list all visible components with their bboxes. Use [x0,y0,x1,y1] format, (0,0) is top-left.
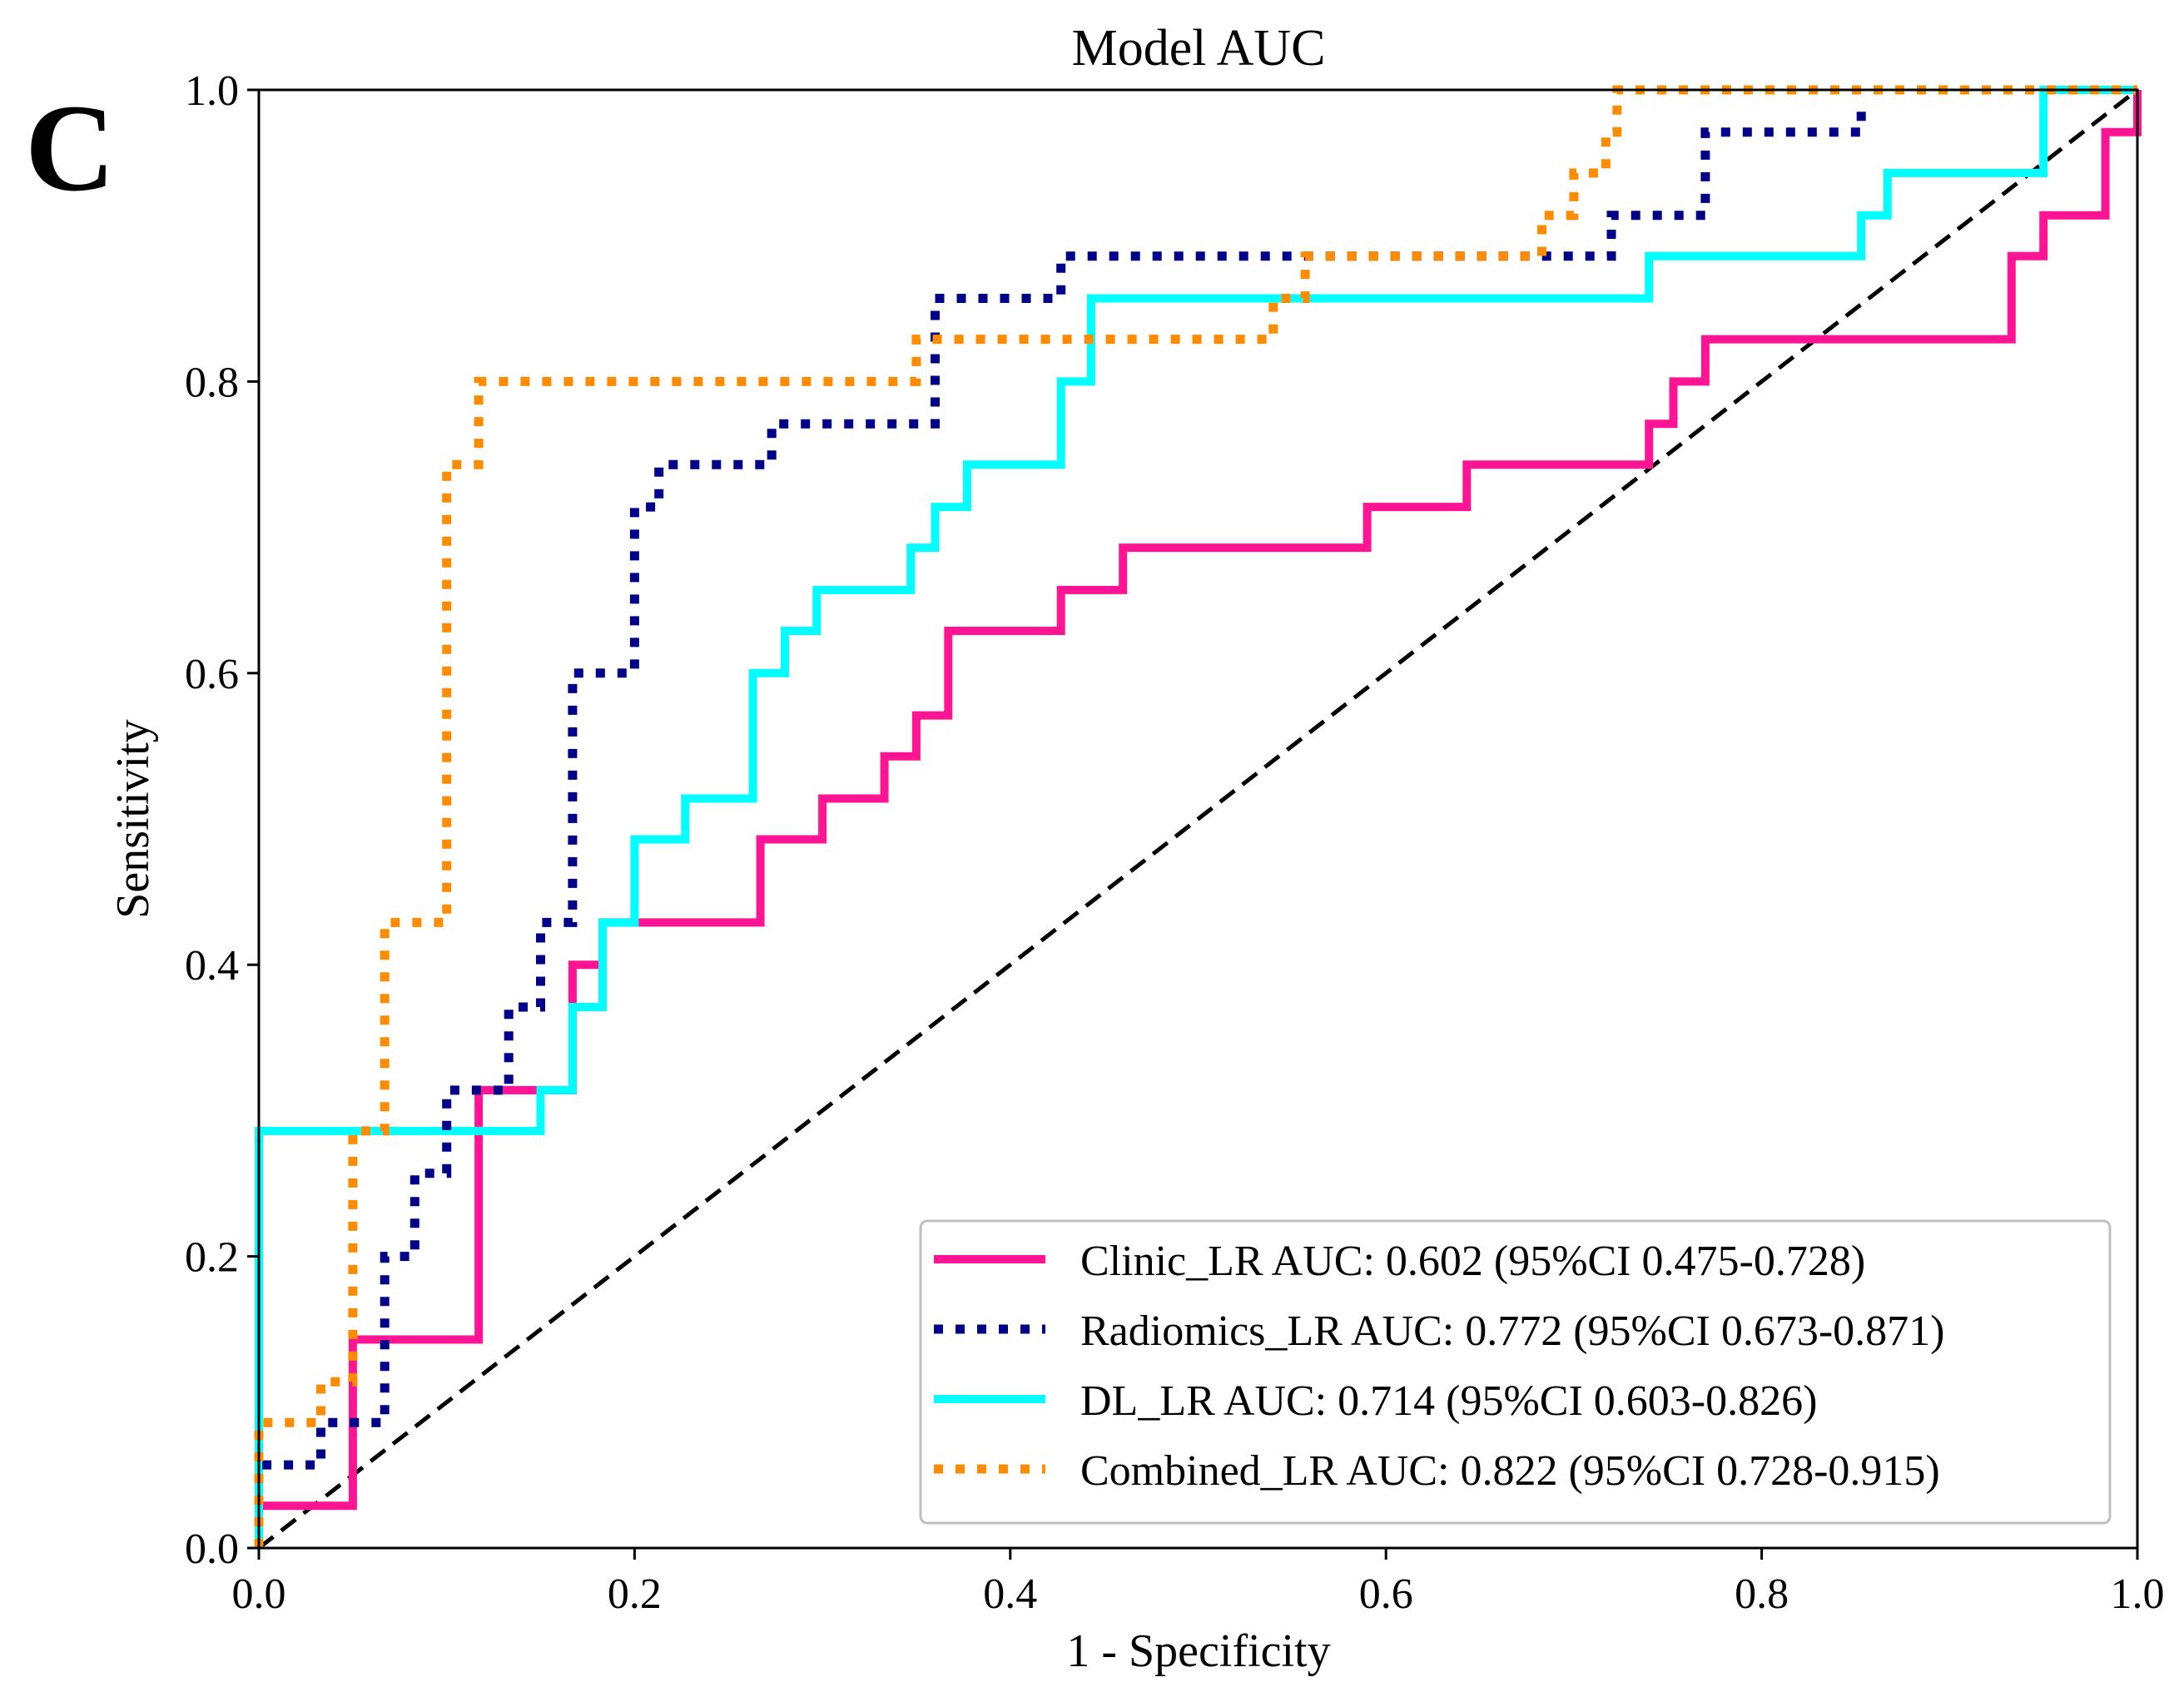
chart-title: Model AUC [1072,20,1326,77]
legend-label: Clinic_LR AUC: 0.602 (95%CI 0.475-0.728) [1080,1238,1865,1285]
series-line-combined-lr [254,85,2137,1548]
plot-frame [257,88,2139,1550]
y-tick-label: 0.4 [185,942,239,990]
plot-area [254,85,2142,1550]
y-tick-label: 1.0 [185,67,239,115]
x-tick-label: 0.2 [608,1570,662,1618]
series-line-radiomics-lr [254,110,1866,1548]
series-line-reference [257,88,2139,1550]
legend-label: DL_LR AUC: 0.714 (95%CI 0.603-0.826) [1080,1377,1817,1425]
x-axis: 0.0 0.2 0.4 0.6 0.8 1.0 [232,1548,2165,1618]
x-tick-label: 0.6 [1359,1570,1413,1618]
x-axis-label: 1 - Specificity [1066,1625,1330,1677]
legend-label: Combined_LR AUC: 0.822 (95%CI 0.728-0.91… [1080,1447,1940,1495]
series-line-clinic-lr [255,90,2142,1548]
x-tick-label: 0.0 [232,1570,286,1618]
x-tick-label: 0.8 [1735,1570,1789,1618]
panel-label: C [25,79,115,217]
legend: Clinic_LR AUC: 0.602 (95%CI 0.475-0.728)… [919,1219,2112,1525]
x-tick-label: 0.4 [983,1570,1037,1618]
legend-box [919,1219,2112,1525]
y-tick-label: 0.8 [185,359,239,406]
legend-label: Radiomics_LR AUC: 0.772 (95%CI 0.673-0.8… [1080,1307,1945,1355]
y-axis: 0.0 0.2 0.4 0.6 0.8 1.0 [185,67,259,1573]
y-tick-label: 0.0 [185,1526,239,1573]
y-axis-label: Sensitivity [107,719,159,919]
y-tick-label: 0.6 [185,651,239,698]
x-tick-label: 1.0 [2111,1570,2165,1618]
y-tick-label: 0.2 [185,1234,239,1282]
series-line-dl-lr [255,86,2137,1548]
